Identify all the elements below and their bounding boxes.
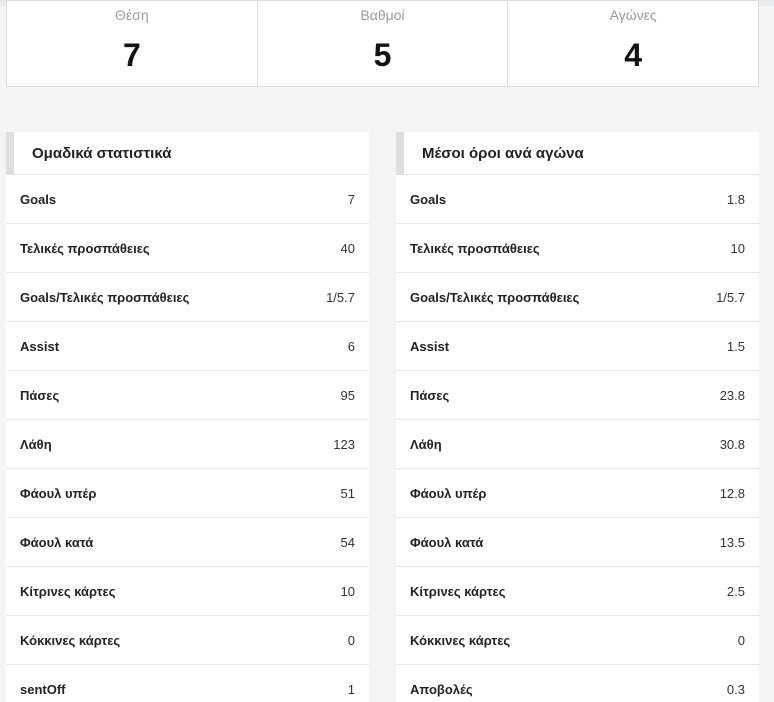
stat-row: Assist 6 <box>6 322 369 371</box>
panel-title: Ομαδικά στατιστικά <box>32 145 172 162</box>
panel-header: Μέσοι όροι ανά αγώνα <box>396 132 759 175</box>
summary-value: 4 <box>624 37 643 73</box>
team-stats-panel: Ομαδικά στατιστικά Goals 7 Τελικές προσπάθ… <box>6 132 369 702</box>
stat-row: sentOff 1 <box>6 665 369 702</box>
stat-label: Goals/Τελικές προσπάθειες <box>20 289 190 305</box>
stat-row: Πάσες 23.8 <box>396 371 759 420</box>
stat-row: Φάουλ υπέρ 12.8 <box>396 469 759 518</box>
summary-position: Θέση 7 <box>7 1 258 86</box>
stat-row: Goals 7 <box>6 175 369 224</box>
team-stats-list: Goals 7 Τελικές προσπάθειες 40 Goals/Τελικές… <box>6 175 369 702</box>
stat-row: Αποβολές 0.3 <box>396 665 759 702</box>
stat-value: 0 <box>737 632 745 648</box>
stat-row: Κόκκινες κάρτες 0 <box>6 616 369 665</box>
summary-bar: Θέση 7 Βαθμοί 5 Αγώνες 4 <box>6 0 759 87</box>
stat-label: Assist <box>20 338 60 354</box>
summary-label: Θέση <box>115 7 149 23</box>
stat-label: Φάουλ υπέρ <box>410 485 487 501</box>
stat-label: Φάουλ κατά <box>20 534 94 550</box>
stat-value: 30.8 <box>719 436 745 452</box>
stat-label: Κόκκινες κάρτες <box>20 632 121 648</box>
stat-value: 6 <box>347 338 355 354</box>
stat-value: 40 <box>340 240 355 256</box>
stat-row: Λάθη 30.8 <box>396 420 759 469</box>
stat-label: Assist <box>410 338 450 354</box>
stat-value: 7 <box>347 191 355 207</box>
stat-value: 1.8 <box>726 191 745 207</box>
summary-label: Βαθμοί <box>360 7 405 23</box>
stat-value: 54 <box>340 534 355 550</box>
stat-value: 10 <box>730 240 745 256</box>
stat-row: Κίτρινες κάρτες 2.5 <box>396 567 759 616</box>
stat-value: 0.3 <box>726 681 745 697</box>
stat-label: Λάθη <box>20 436 52 452</box>
stat-label: Κίτρινες κάρτες <box>20 583 116 599</box>
stat-label: Τελικές προσπάθειες <box>410 240 540 256</box>
stat-row: Goals/Τελικές προσπάθειες 1/5.7 <box>6 273 369 322</box>
stat-value: 51 <box>340 485 355 501</box>
stat-label: Τελικές προσπάθειες <box>20 240 150 256</box>
stat-row: Goals/Τελικές προσπάθειες 1/5.7 <box>396 273 759 322</box>
stat-row: Πάσες 95 <box>6 371 369 420</box>
stat-row: Φάουλ κατά 13.5 <box>396 518 759 567</box>
stat-value: 1 <box>347 681 355 697</box>
stat-value: 95 <box>340 387 355 403</box>
stat-label: Κόκκινες κάρτες <box>410 632 511 648</box>
stat-label: Goals/Τελικές προσπάθειες <box>410 289 580 305</box>
stat-label: Φάουλ κατά <box>410 534 484 550</box>
stat-row: Κόκκινες κάρτες 0 <box>396 616 759 665</box>
stat-row: Λάθη 123 <box>6 420 369 469</box>
stat-row: Φάουλ υπέρ 51 <box>6 469 369 518</box>
stat-value: 2.5 <box>726 583 745 599</box>
stat-value: 123 <box>333 436 355 452</box>
summary-label: Αγώνες <box>609 7 657 23</box>
stat-row: Assist 1.5 <box>396 322 759 371</box>
stat-label: Λάθη <box>410 436 442 452</box>
stat-value: 12.8 <box>719 485 745 501</box>
stat-label: Φάουλ υπέρ <box>20 485 97 501</box>
stat-label: Πάσες <box>410 387 450 403</box>
averages-list: Goals 1.8 Τελικές προσπάθειες 10 Goals/Τελικ… <box>396 175 759 702</box>
panel-header: Ομαδικά στατιστικά <box>6 132 369 175</box>
stat-row: Τελικές προσπάθειες 40 <box>6 224 369 273</box>
stat-row: Φάουλ κατά 54 <box>6 518 369 567</box>
stat-value: 1/5.7 <box>326 289 355 305</box>
summary-matches: Αγώνες 4 <box>508 1 758 86</box>
stat-label: Goals <box>410 191 447 207</box>
stat-label: Goals <box>20 191 57 207</box>
stat-row: Goals 1.8 <box>396 175 759 224</box>
stat-row: Τελικές προσπάθειες 10 <box>396 224 759 273</box>
stat-value: 1.5 <box>726 338 745 354</box>
summary-value: 7 <box>122 37 141 73</box>
stat-value: 1/5.7 <box>716 289 745 305</box>
stat-value: 10 <box>340 583 355 599</box>
panel-title: Μέσοι όροι ανά αγώνα <box>422 145 584 162</box>
stat-value: 0 <box>347 632 355 648</box>
stat-label: Κίτρινες κάρτες <box>410 583 506 599</box>
summary-value: 5 <box>373 37 392 73</box>
stat-row: Κίτρινες κάρτες 10 <box>6 567 369 616</box>
averages-panel: Μέσοι όροι ανά αγώνα Goals 1.8 Τελικές προ… <box>396 132 759 702</box>
stat-label: sentOff <box>20 681 66 697</box>
stat-value: 13.5 <box>719 534 745 550</box>
stat-label: Πάσες <box>20 387 60 403</box>
stat-value: 23.8 <box>719 387 745 403</box>
stat-label: Αποβολές <box>410 681 473 697</box>
summary-points: Βαθμοί 5 <box>258 1 509 86</box>
